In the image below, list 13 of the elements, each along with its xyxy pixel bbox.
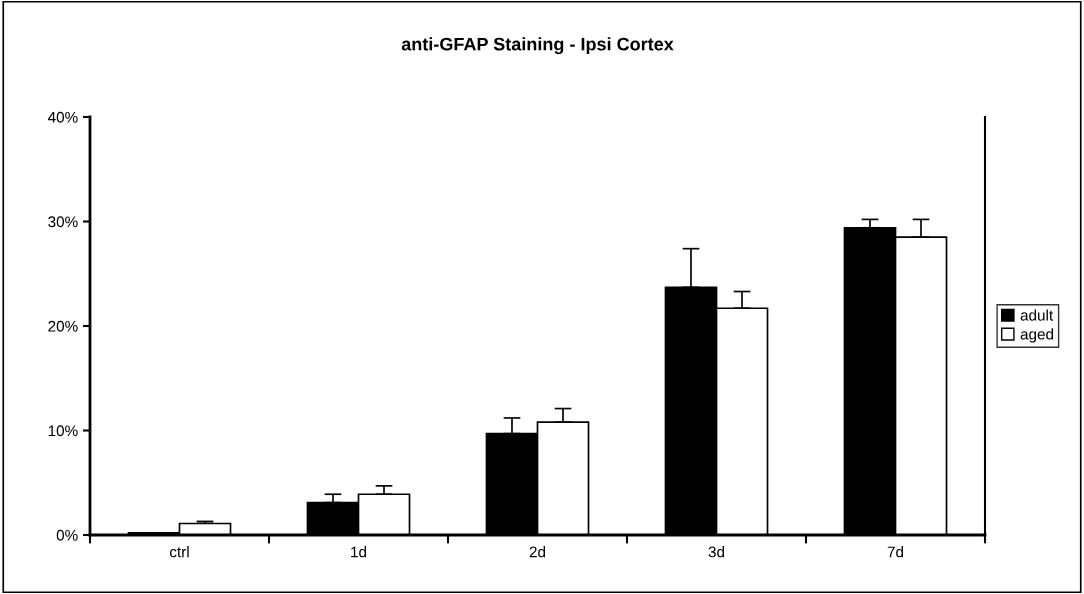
x-tick-label: 3d xyxy=(708,546,725,558)
y-tick-label: 40% xyxy=(47,111,78,123)
x-tick-label: 1d xyxy=(351,546,367,558)
legend-label: aged xyxy=(1020,328,1054,343)
y-tick-label: 20% xyxy=(48,320,78,332)
x-tick-label: ctrl xyxy=(169,546,189,558)
y-tick-label: 0% xyxy=(56,529,78,541)
x-tick-label: 2d xyxy=(529,546,546,558)
chart-title: anti-GFAP Staining - Ipsi Cortex xyxy=(401,37,674,55)
x-tick-label: 7d xyxy=(887,546,904,558)
y-tick-label: 30% xyxy=(48,216,78,228)
legend-label: adult xyxy=(1020,309,1054,321)
y-tick-label: 10% xyxy=(48,425,78,437)
